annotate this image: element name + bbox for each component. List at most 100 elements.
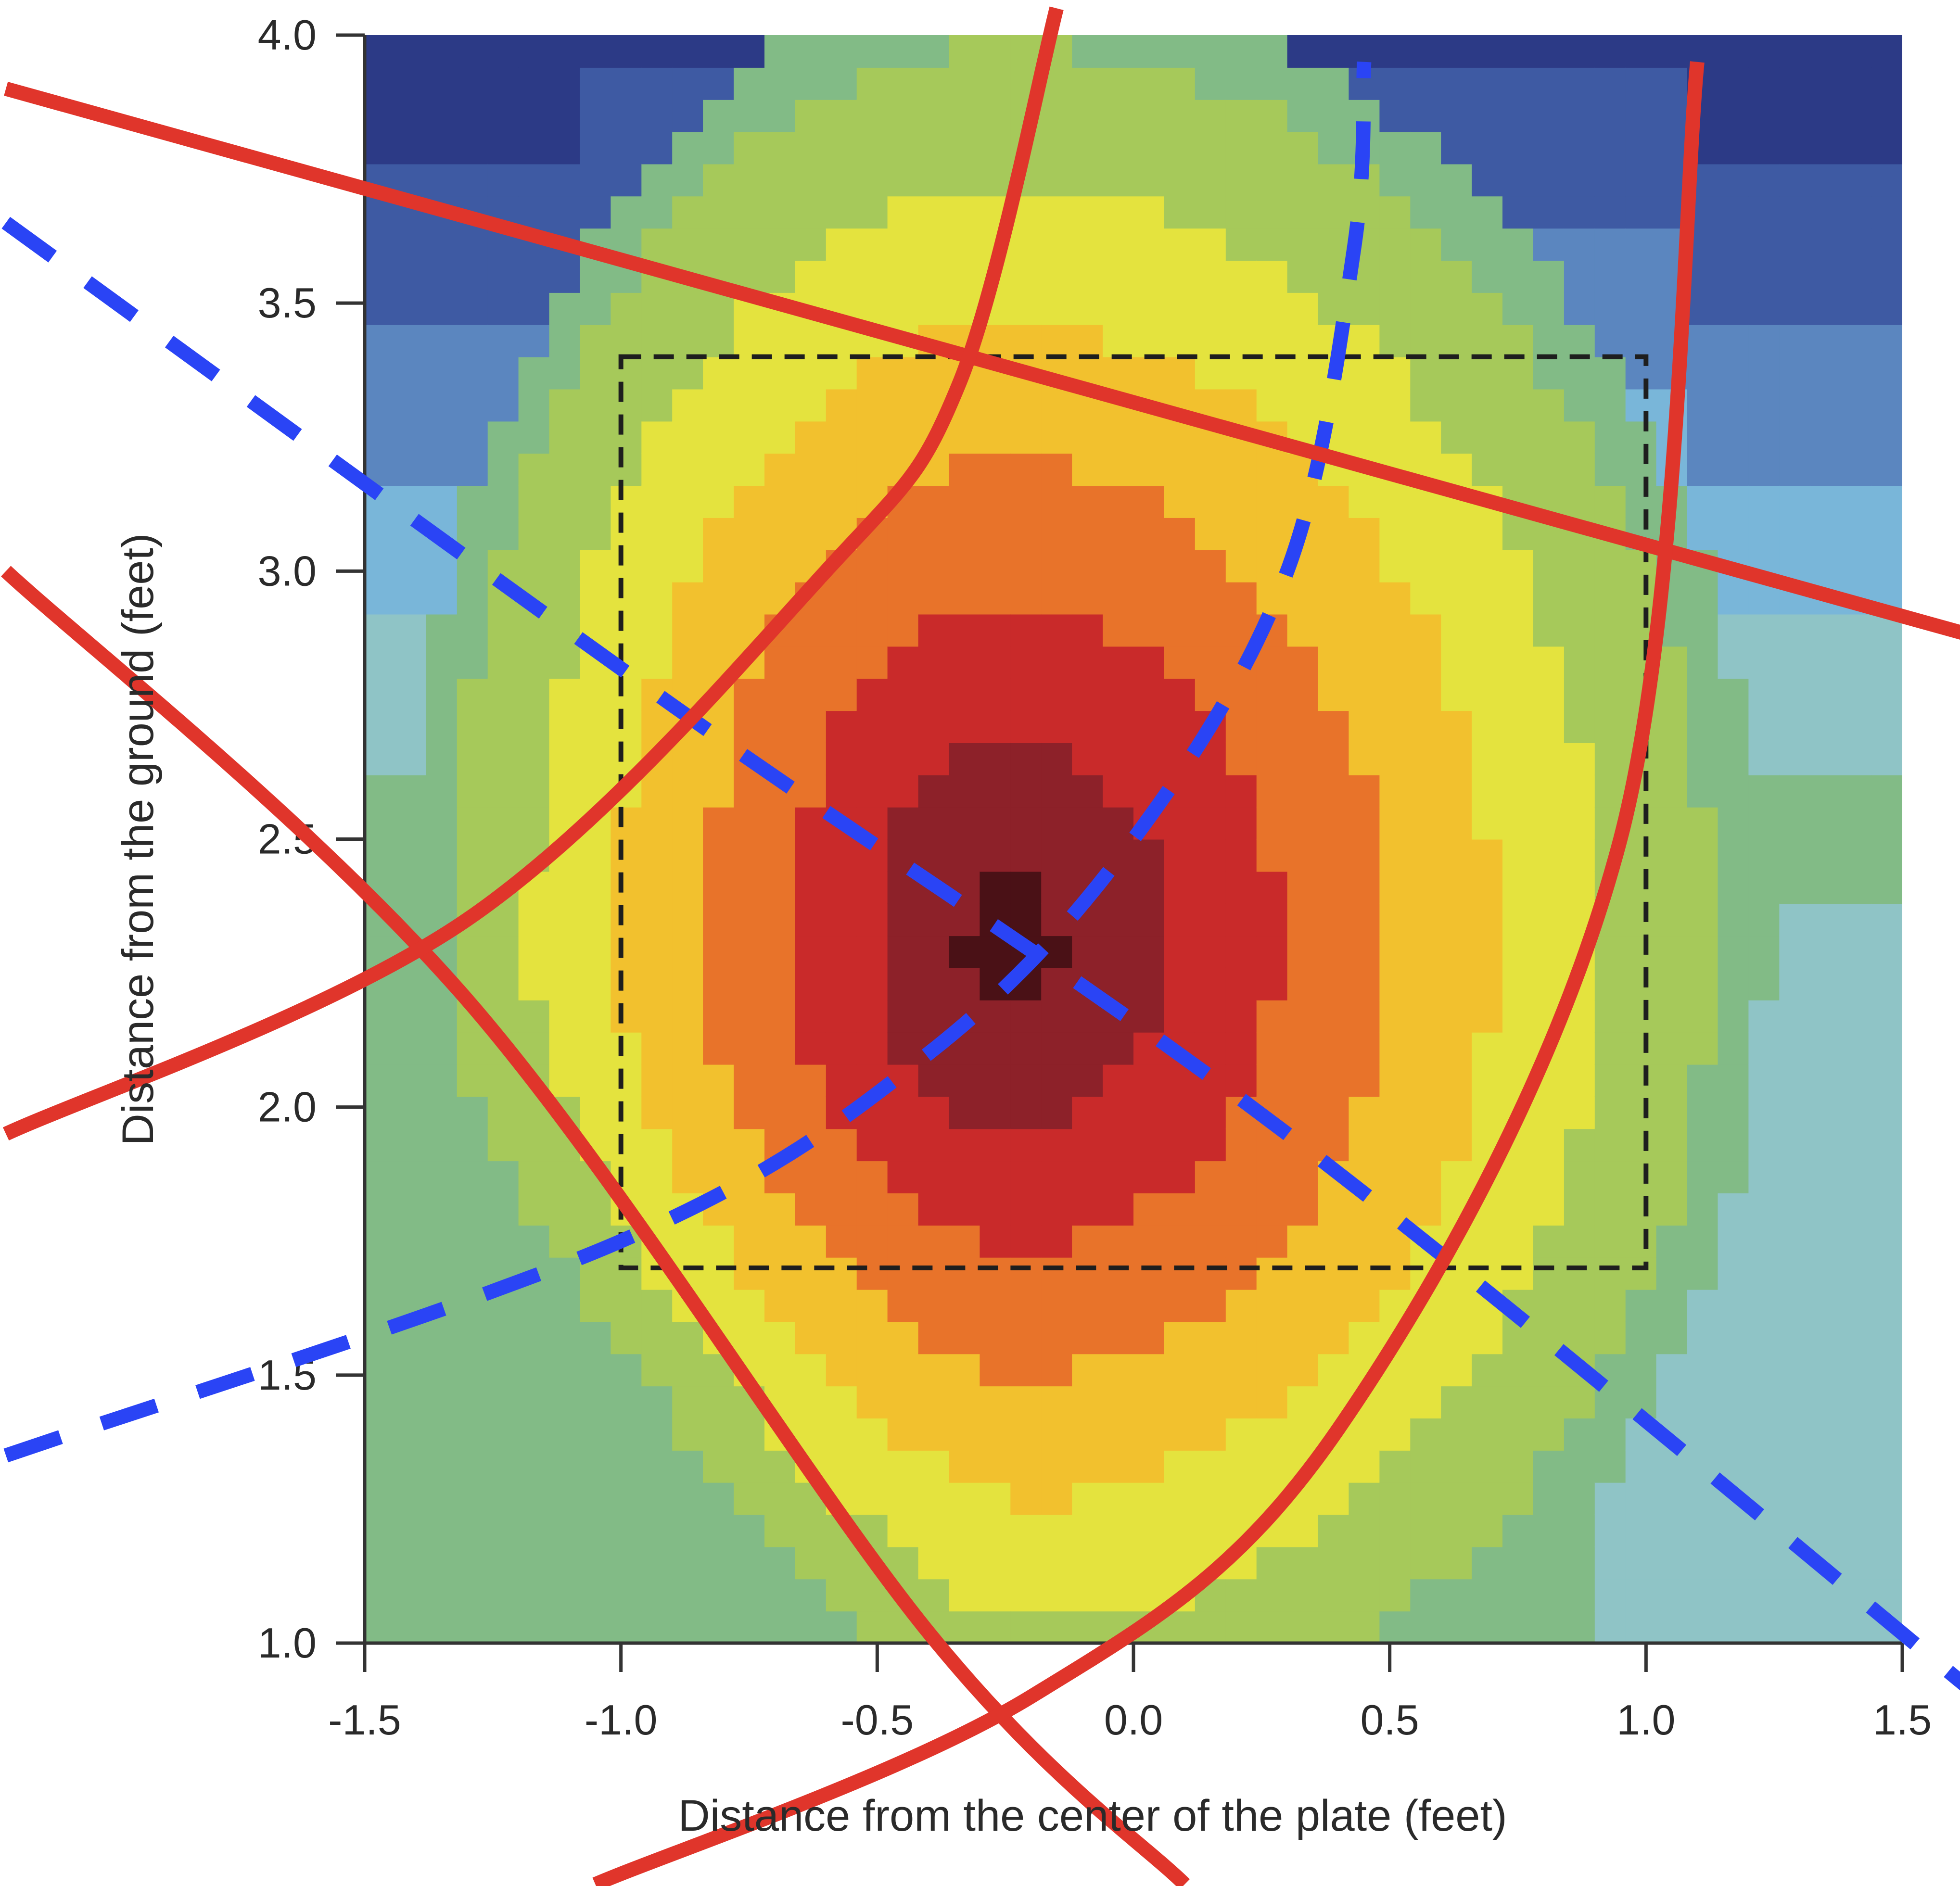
heatmap-cell (795, 324, 827, 357)
heatmap-cell (1195, 1450, 1226, 1483)
heatmap-cell (395, 1386, 427, 1418)
heatmap-cell (580, 1000, 611, 1033)
heatmap-cell (1072, 614, 1104, 647)
heatmap-cell (1841, 646, 1872, 679)
heatmap-cell (980, 453, 1011, 486)
heatmap-cell (1472, 35, 1503, 68)
heatmap-cell (1779, 67, 1811, 100)
heatmap-cell (1472, 646, 1503, 679)
heatmap-cell (1225, 389, 1257, 422)
heatmap-cell (703, 1514, 734, 1547)
heatmap-cell (365, 67, 396, 100)
heatmap-cell (1072, 839, 1104, 872)
heatmap-cell (1718, 1418, 1749, 1451)
heatmap-cell (949, 1321, 980, 1354)
heatmap-cell (426, 678, 458, 711)
heatmap-cell (549, 421, 581, 454)
heatmap-cell (764, 903, 796, 937)
heatmap-cell (1410, 196, 1442, 229)
heatmap-cell (1472, 967, 1503, 1000)
heatmap-cell (1010, 710, 1042, 743)
heatmap-cell (1441, 1000, 1473, 1033)
y-tick-label: 1.0 (258, 1619, 317, 1667)
heatmap-cell (580, 131, 611, 165)
heatmap-cell (1225, 228, 1257, 261)
heatmap-cell (1594, 164, 1626, 197)
heatmap-cell (611, 1354, 642, 1387)
heatmap-cell (1810, 292, 1842, 325)
heatmap-cell (1010, 1064, 1042, 1097)
heatmap-cell (1779, 1321, 1811, 1354)
heatmap-cell (1410, 1514, 1442, 1547)
heatmap-cell (1810, 807, 1842, 840)
heatmap-cell (1103, 260, 1134, 293)
heatmap-cell (949, 196, 980, 229)
heatmap-cell (487, 485, 519, 518)
heatmap-cell (1441, 1321, 1473, 1354)
heatmap-cell (395, 774, 427, 808)
heatmap-cell (641, 131, 673, 165)
heatmap-cell (1379, 228, 1411, 261)
red-solid-curve (1, 566, 1190, 1886)
heatmap-cell (1133, 1386, 1165, 1418)
heatmap-cell (949, 1161, 980, 1193)
heatmap-cell (1287, 1611, 1319, 1643)
heatmap-cell (918, 807, 950, 840)
heatmap-cell (764, 710, 796, 743)
heatmap-cell (1441, 1514, 1473, 1547)
heatmap-cell (887, 1128, 919, 1162)
heatmap-cell (1410, 1161, 1442, 1193)
heatmap-cell (887, 614, 919, 647)
heatmap-cell (487, 1321, 519, 1354)
heatmap-cell (980, 1000, 1011, 1033)
heatmap-cell (1687, 1257, 1718, 1290)
heatmap-cell (1041, 1193, 1073, 1226)
heatmap-cell (1072, 453, 1104, 486)
heatmap-cell (1472, 1418, 1503, 1451)
heatmap-cell (1841, 517, 1872, 550)
heatmap-cell (549, 742, 581, 775)
heatmap-cell (1379, 131, 1411, 165)
heatmap-cell (1810, 356, 1842, 390)
heatmap-cell (1441, 678, 1473, 711)
heatmap-cell (580, 453, 611, 486)
heatmap-cell (1072, 742, 1104, 775)
heatmap-cell (1195, 517, 1226, 550)
heatmap-cell (1871, 1514, 1902, 1547)
heatmap-cell (1625, 356, 1657, 390)
heatmap-cell (795, 646, 827, 679)
heatmap-cell (1349, 614, 1380, 647)
heatmap-cell (1133, 453, 1165, 486)
heatmap-cell (1625, 453, 1657, 486)
heatmap-cell (1072, 1611, 1104, 1643)
heatmap-cell (1502, 356, 1534, 390)
heatmap-cell (703, 1386, 734, 1418)
heatmap-cell (672, 292, 704, 325)
heatmap-cell (1041, 1514, 1073, 1547)
heatmap-cell (764, 35, 796, 68)
heatmap-cell (856, 710, 888, 743)
heatmap-cell (1594, 453, 1626, 486)
heatmap-cell (1225, 1257, 1257, 1290)
heatmap-cell (1810, 614, 1842, 647)
heatmap-cell (918, 742, 950, 775)
heatmap-cell (764, 1096, 796, 1129)
heatmap-cell (1072, 1418, 1104, 1451)
heatmap-cell (1103, 292, 1134, 325)
heatmap-cell (1195, 196, 1226, 229)
heatmap-cell (1871, 67, 1902, 100)
heatmap-cell (1318, 485, 1349, 518)
heatmap-cell (1225, 807, 1257, 840)
heatmap-cell (764, 228, 796, 261)
heatmap-cell (1656, 1225, 1688, 1258)
strike-zone-layer (618, 354, 1649, 1270)
heatmap-cell (1041, 807, 1073, 840)
heatmap-cell (764, 1482, 796, 1515)
heatmap-cell (580, 1354, 611, 1387)
heatmap-cell (641, 1193, 673, 1226)
heatmap-cell (1441, 967, 1473, 1000)
heatmap-cell (549, 131, 581, 165)
heatmap-cell (980, 1257, 1011, 1290)
heatmap-cell (856, 1128, 888, 1162)
heatmap-cell (426, 1032, 458, 1065)
